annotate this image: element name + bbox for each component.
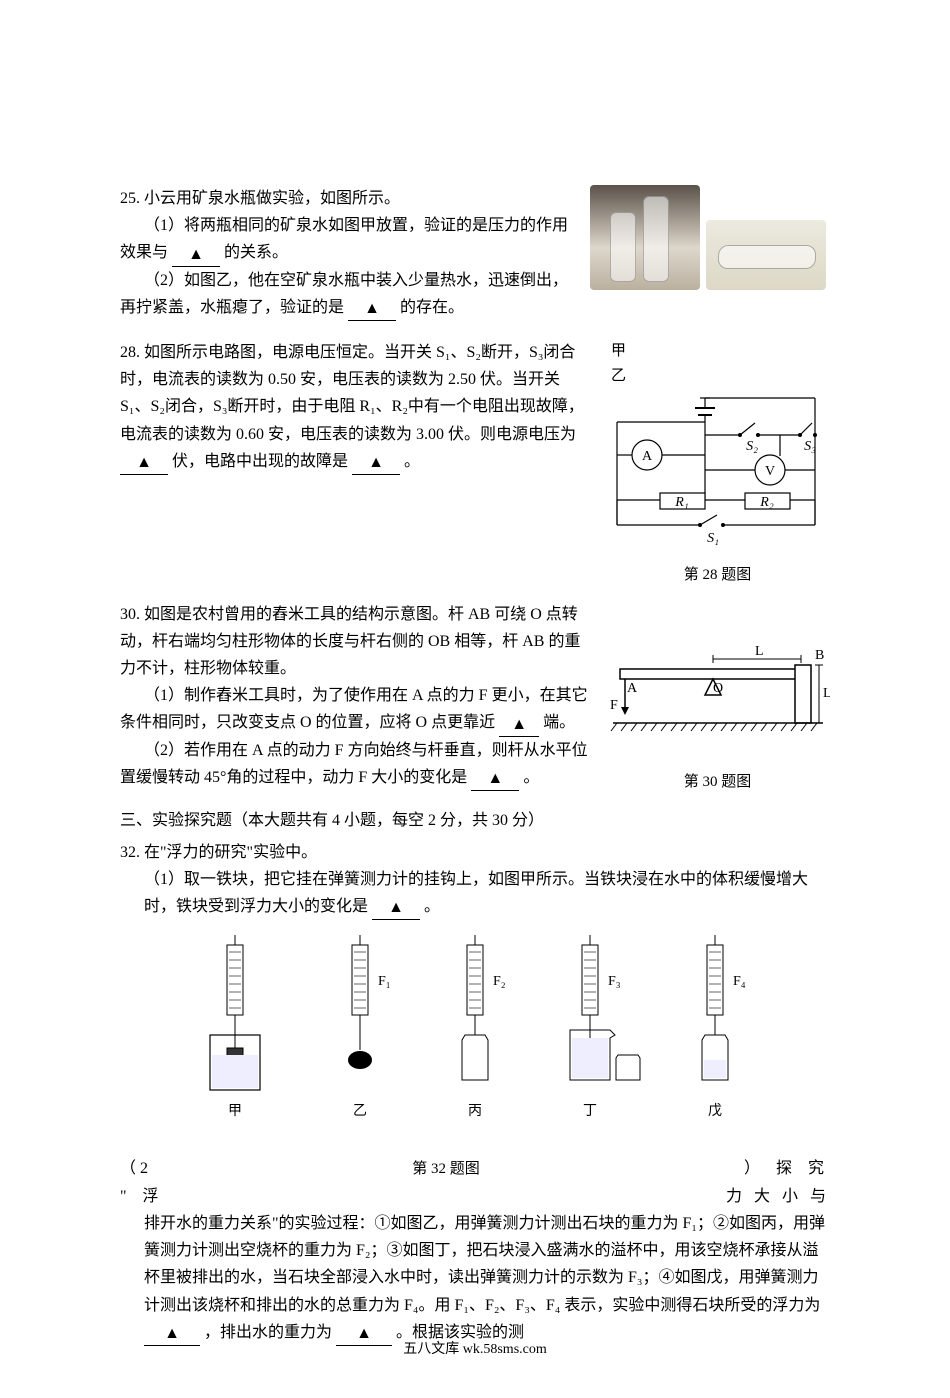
q25-row: 25. 小云用矿泉水瓶做实验，如图所示。 （1）将两瓶相同的矿泉水如图甲放置，验… bbox=[120, 185, 830, 321]
lever-L1: L bbox=[755, 644, 764, 659]
r2-label: R₂ bbox=[759, 495, 774, 510]
section3-title: 三、实验探究题（本大题共有 4 小题，每空 2 分，共 30 分） bbox=[120, 807, 830, 834]
q25-figure bbox=[590, 185, 830, 290]
q32-body-a: 排开水的重力关系"的实验过程：①如图乙，用弹簧测力计测出石块的重力为 F₁；②如… bbox=[144, 1215, 825, 1314]
q32-label-ding: 丁 bbox=[583, 1104, 597, 1119]
q32-part2-open-left: （ 2 bbox=[120, 1155, 148, 1182]
q25-blank1: ▲ bbox=[172, 245, 220, 267]
q30-row: 30. 如图是农村曾用的舂米工具的结构示意图。杆 AB 可绕 O 点转动，杆右端… bbox=[120, 601, 830, 796]
page-footer: 五八文库 wk.58sms.com bbox=[120, 1338, 830, 1362]
q28-body-b: 伏，电路中出现的故障是 bbox=[172, 453, 348, 470]
q30-line1: 如图是农村曾用的舂米工具的结构示意图。杆 AB 可绕 O 点转动，杆右端均匀柱形… bbox=[120, 606, 580, 677]
q28-circuit-diagram: A S₂ S₃ bbox=[605, 390, 830, 550]
q32-intro: 在"浮力的研究"实验中。 bbox=[144, 844, 317, 861]
q32-part2-body: 排开水的重力关系"的实验过程：①如图乙，用弹簧测力计测出石块的重力为 F₁；②如… bbox=[144, 1210, 830, 1346]
q32-blank1: ▲ bbox=[372, 898, 420, 920]
q30-part2-suffix: 。 bbox=[523, 769, 539, 786]
question-32: 32. 在"浮力的研究"实验中。 （1）取一铁块，把它挂在弹簧测力计的挂钩上，如… bbox=[120, 839, 830, 1346]
s3-label: S₃ bbox=[804, 439, 816, 454]
q25-photo-jia bbox=[590, 185, 700, 290]
q28-body-c: 。 bbox=[404, 453, 420, 470]
q32-part2-open-right: ） 探 究 bbox=[744, 1155, 830, 1182]
lever-F: F bbox=[610, 698, 618, 713]
q32-number: 32. bbox=[120, 844, 140, 861]
question-28: 28. 如图所示电路图，电源电压恒定。当开关 S₁、S₂断开，S₃闭合时，电流表… bbox=[120, 339, 830, 589]
q32-part1-prefix: （1）取一铁块，把它挂在弹簧测力计的挂钩上，如图甲所示。当铁块浸在水中的体积缓慢… bbox=[144, 871, 808, 915]
voltmeter-label: V bbox=[765, 464, 775, 479]
ammeter-label: A bbox=[642, 449, 653, 464]
q32-label-yi: 乙 bbox=[353, 1103, 367, 1119]
q25-label-jia: 甲 bbox=[611, 343, 626, 359]
q32-label-jia: 甲 bbox=[228, 1104, 242, 1119]
q30-blank1: ▲ bbox=[499, 715, 539, 737]
q28-row: 28. 如图所示电路图，电源电压恒定。当开关 S₁、S₂断开，S₃闭合时，电流表… bbox=[120, 339, 830, 589]
q30-text: 30. 如图是农村曾用的舂米工具的结构示意图。杆 AB 可绕 O 点转动，杆右端… bbox=[120, 601, 593, 791]
q32-springscales: 甲 F₁ 乙 bbox=[165, 930, 785, 1140]
q32-label-F3: F₃ bbox=[608, 974, 621, 989]
q32-part1: （1）取一铁块，把它挂在弹簧测力计的挂钩上，如图甲所示。当铁块浸在水中的体积缓慢… bbox=[144, 866, 830, 920]
q32-part1-suffix: 。 bbox=[424, 898, 440, 915]
lever-B: B bbox=[815, 648, 824, 663]
q30-lever-diagram: A O B F L L bbox=[605, 637, 830, 757]
q28-number: 28. bbox=[120, 344, 140, 361]
q25-text: 25. 小云用矿泉水瓶做实验，如图所示。 （1）将两瓶相同的矿泉水如图甲放置，验… bbox=[120, 185, 578, 321]
q32-label-F1: F₁ bbox=[378, 974, 391, 989]
q32-float-left: " 浮 bbox=[120, 1183, 165, 1210]
q28-body-a: 如图所示电路图，电源电压恒定。当开关 S₁、S₂断开，S₃闭合时，电流表的读数为… bbox=[120, 344, 584, 443]
q25-part2-suffix: 的存在。 bbox=[400, 299, 464, 316]
q28-blank2: ▲ bbox=[352, 453, 400, 475]
q28-caption: 第 28 题图 bbox=[605, 563, 830, 589]
q28-figure-wrap: 甲 乙 A bbox=[605, 339, 830, 589]
q32-label-F4: F₄ bbox=[733, 974, 746, 989]
q32-label-wu: 戊 bbox=[708, 1103, 722, 1119]
lever-A: A bbox=[627, 681, 638, 696]
q25-part2-prefix: （2）如图乙，他在空矿泉水瓶中装入少量热水，迅速倒出，再拧紧盖，水瓶瘪了，验证的… bbox=[120, 272, 568, 316]
lever-O: O bbox=[713, 681, 723, 696]
s1-label: S₁ bbox=[707, 531, 719, 546]
page: 25. 小云用矿泉水瓶做实验，如图所示。 （1）将两瓶相同的矿泉水如图甲放置，验… bbox=[0, 0, 950, 1398]
q30-part1-suffix: 端。 bbox=[543, 714, 575, 731]
q25-part1-suffix: 的关系。 bbox=[224, 244, 288, 261]
r1-label: R₁ bbox=[674, 495, 688, 510]
q32-figure: 甲 F₁ 乙 bbox=[165, 930, 785, 1149]
q30-number: 30. bbox=[120, 606, 140, 623]
q25-photo-yi bbox=[706, 220, 826, 290]
q25-number: 25. bbox=[120, 190, 140, 207]
q25-label-yi: 乙 bbox=[611, 368, 626, 384]
q25-line1: 小云用矿泉水瓶做实验，如图所示。 bbox=[144, 190, 400, 207]
lever-L2: L bbox=[823, 686, 830, 701]
question-25: 25. 小云用矿泉水瓶做实验，如图所示。 （1）将两瓶相同的矿泉水如图甲放置，验… bbox=[120, 185, 830, 321]
q30-figure-wrap: A O B F L L 第 30 题图 bbox=[605, 637, 830, 796]
q32-float-row: " 浮 力 大 小 与 bbox=[120, 1183, 830, 1210]
q32-label-bing: 丙 bbox=[468, 1104, 482, 1119]
q32-intro-line: 32. 在"浮力的研究"实验中。 bbox=[120, 839, 830, 866]
q30-blank2: ▲ bbox=[471, 769, 519, 791]
q32-caption: 第 32 题图 bbox=[148, 1157, 744, 1183]
q30-caption: 第 30 题图 bbox=[605, 770, 830, 796]
q28-blank1: ▲ bbox=[120, 453, 168, 475]
q25-blank2: ▲ bbox=[348, 299, 396, 321]
question-30: 30. 如图是农村曾用的舂米工具的结构示意图。杆 AB 可绕 O 点转动，杆右端… bbox=[120, 601, 830, 796]
q32-caption-row: （ 2 第 32 题图 ） 探 究 bbox=[120, 1153, 830, 1183]
q32-float-right: 力 大 小 与 bbox=[726, 1183, 830, 1210]
q32-label-F2: F₂ bbox=[493, 974, 506, 989]
q28-text: 28. 如图所示电路图，电源电压恒定。当开关 S₁、S₂断开，S₃闭合时，电流表… bbox=[120, 339, 593, 475]
s2-label: S₂ bbox=[746, 439, 758, 454]
